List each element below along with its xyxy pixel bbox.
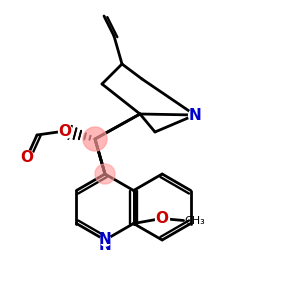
Text: N: N [99,232,111,247]
Circle shape [95,164,115,184]
Text: N: N [99,238,111,253]
Text: CH₃: CH₃ [184,215,205,226]
Text: O: O [58,124,71,139]
Circle shape [83,127,107,151]
Text: N: N [189,107,201,122]
Text: O: O [20,149,34,164]
Text: O: O [155,211,168,226]
